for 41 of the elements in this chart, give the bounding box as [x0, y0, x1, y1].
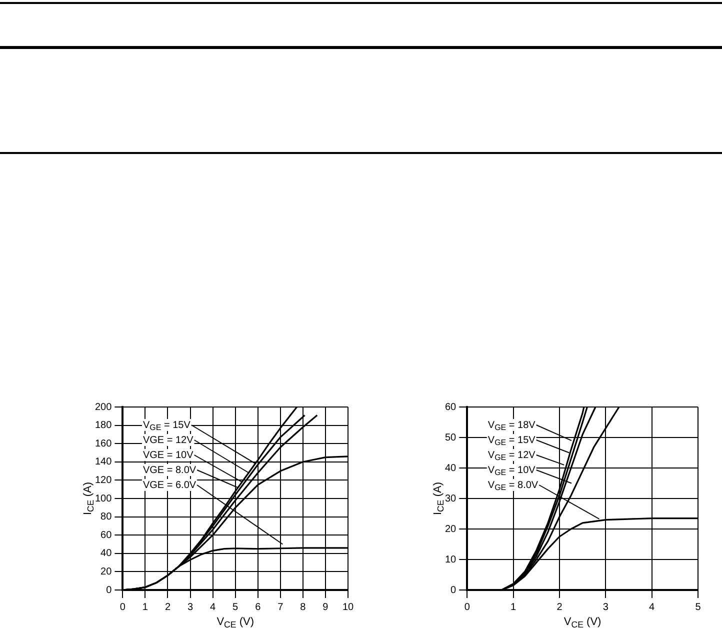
- x-tick-label: 9: [322, 602, 329, 613]
- x-tick-label: 4: [210, 602, 216, 613]
- annotation: VGE = 8.0V: [142, 464, 196, 476]
- annotation: VGE = 12V: [142, 434, 194, 446]
- y-tick-label: 10: [445, 554, 457, 566]
- x-tick-label: 5: [232, 602, 239, 613]
- y-tick-label: 120: [94, 474, 112, 486]
- y-tick-label: 160: [94, 438, 112, 450]
- x-tick-label: 1: [142, 602, 148, 613]
- y-tick-label: 40: [445, 462, 457, 474]
- annotation: VGE = 10V: [142, 450, 194, 461]
- y-tick-label: 50: [445, 432, 457, 444]
- y-tick-label: 180: [94, 420, 112, 432]
- y-tick-label: 40: [100, 548, 112, 560]
- y-tick-label: 100: [94, 493, 112, 504]
- x-tick-label: 3: [188, 602, 194, 613]
- x-tick-label: 8: [300, 602, 306, 613]
- y-tick-label: 60: [445, 402, 457, 413]
- x-tick-label: 10: [342, 602, 354, 613]
- y-tick-label: 60: [100, 530, 112, 541]
- annotation: VGE = 6.0V: [142, 480, 196, 491]
- y-tick-label: 20: [100, 566, 112, 578]
- y-tick-label: 200: [94, 402, 112, 413]
- x-tick-label: 7: [278, 602, 284, 613]
- y-axis-title: ICE (A): [82, 482, 96, 515]
- y-tick-label: 0: [450, 584, 457, 596]
- x-tick-label: 5: [695, 602, 702, 613]
- y-tick-label: 80: [100, 512, 112, 523]
- x-tick-label: 0: [464, 602, 470, 613]
- x-tick-label: 0: [120, 602, 126, 613]
- y-axis-title: ICE (A): [432, 482, 446, 515]
- y-tick-label: 30: [445, 493, 457, 504]
- x-tick-label: 4: [649, 602, 656, 613]
- x-tick-label: 2: [164, 602, 171, 613]
- x-tick-label: 1: [510, 602, 517, 613]
- x-tick-label: 6: [255, 602, 262, 613]
- y-tick-label: 0: [106, 584, 112, 596]
- x-tick-label: 3: [602, 602, 609, 613]
- y-tick-label: 140: [94, 456, 112, 468]
- y-tick-label: 20: [445, 524, 457, 535]
- x-tick-label: 2: [556, 602, 563, 613]
